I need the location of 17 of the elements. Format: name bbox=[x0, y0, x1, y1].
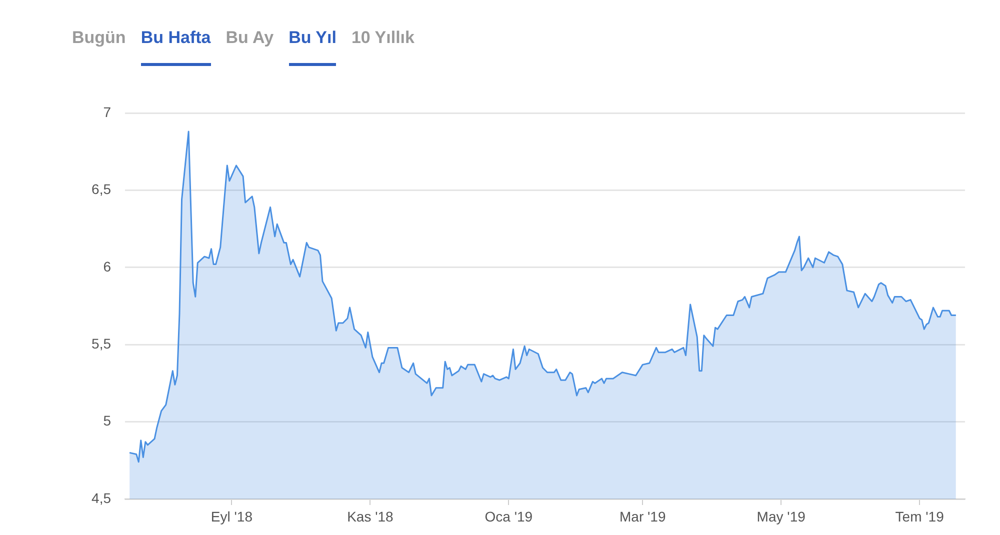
text: 10 Yıllık bbox=[351, 28, 414, 47]
x-tick-label: Oca '19 bbox=[484, 508, 533, 524]
y-tick-label: 7 bbox=[103, 104, 112, 120]
x-tick-label: May '19 bbox=[756, 508, 806, 524]
y-tick-label: 5 bbox=[103, 412, 112, 429]
y-tick-label: 5,5 bbox=[92, 335, 112, 352]
y-tick-label: 6,5 bbox=[92, 181, 112, 198]
x-tick-label: Mar '19 bbox=[619, 508, 666, 524]
y-tick-label: 6 bbox=[103, 258, 112, 274]
x-tick-label: Kas '18 bbox=[347, 508, 394, 524]
text: Bu Ay bbox=[226, 28, 274, 47]
y-tick-label: 4,5 bbox=[92, 490, 112, 506]
text: Bu Yıl bbox=[288, 28, 336, 47]
x-tick-label: Eyl '18 bbox=[210, 508, 253, 524]
x-tick-label: Tem '19 bbox=[895, 508, 944, 524]
text: Bu Hafta bbox=[140, 28, 211, 47]
text: Bugün bbox=[72, 28, 126, 47]
